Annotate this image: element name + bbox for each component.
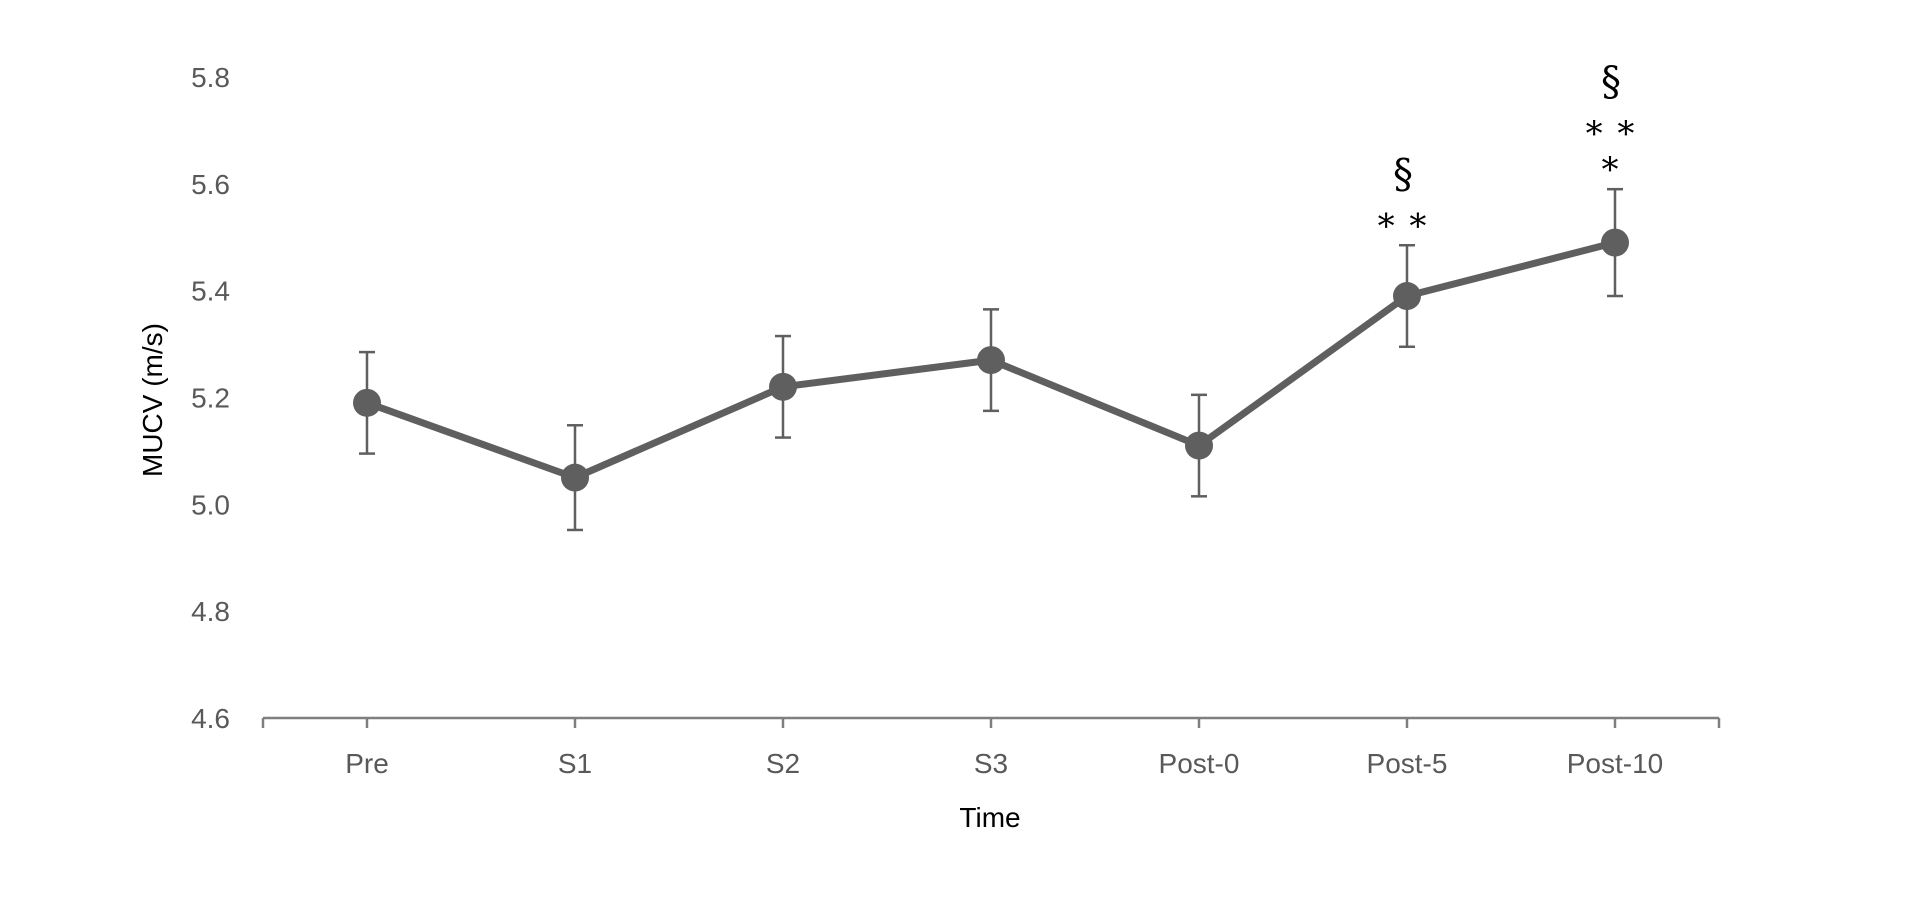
data-point: [561, 463, 589, 492]
x-tick-label: Post-10: [1567, 748, 1664, 779]
data-point: [1601, 228, 1629, 257]
y-tick-label: 5.4: [191, 276, 230, 307]
x-axis-tick-labels: Pre S1 S2 S3 Post-0 Post-5 Post-10: [345, 748, 1663, 779]
x-tick-label: S3: [974, 748, 1008, 779]
x-axis-title: Time: [959, 802, 1020, 833]
y-tick-label: 5.0: [191, 489, 230, 520]
y-tick-label: 5.6: [191, 169, 230, 200]
data-point: [1185, 431, 1213, 460]
x-tick-label: Pre: [345, 748, 389, 779]
y-tick-label: 4.6: [191, 703, 230, 734]
y-tick-label: 5.8: [191, 62, 230, 93]
x-tick-label: S2: [766, 748, 800, 779]
data-point: [353, 388, 381, 417]
y-tick-label: 4.8: [191, 596, 230, 627]
y-axis-tick-labels: 4.6 4.8 5.0 5.2 5.4 5.6 5.8: [191, 62, 230, 734]
x-axis: [261, 716, 1721, 728]
significance-annotations: §* *§* **: [1378, 59, 1637, 246]
data-point: [977, 346, 1005, 375]
x-tick-label: Post-0: [1159, 748, 1240, 779]
data-points: [353, 228, 1629, 492]
data-point: [769, 372, 797, 401]
x-tick-label: S1: [558, 748, 592, 779]
asterisk-annotation: *: [1602, 150, 1621, 190]
data-point: [1393, 282, 1421, 311]
section-mark-annotation: §: [1393, 151, 1413, 197]
asterisk-annotation: * *: [1586, 114, 1637, 154]
y-axis-title: MUCV (m/s): [137, 323, 168, 477]
asterisk-annotation: * *: [1378, 206, 1429, 246]
x-tick-label: Post-5: [1367, 748, 1448, 779]
section-mark-annotation: §: [1601, 59, 1621, 105]
y-tick-label: 5.2: [191, 383, 230, 414]
